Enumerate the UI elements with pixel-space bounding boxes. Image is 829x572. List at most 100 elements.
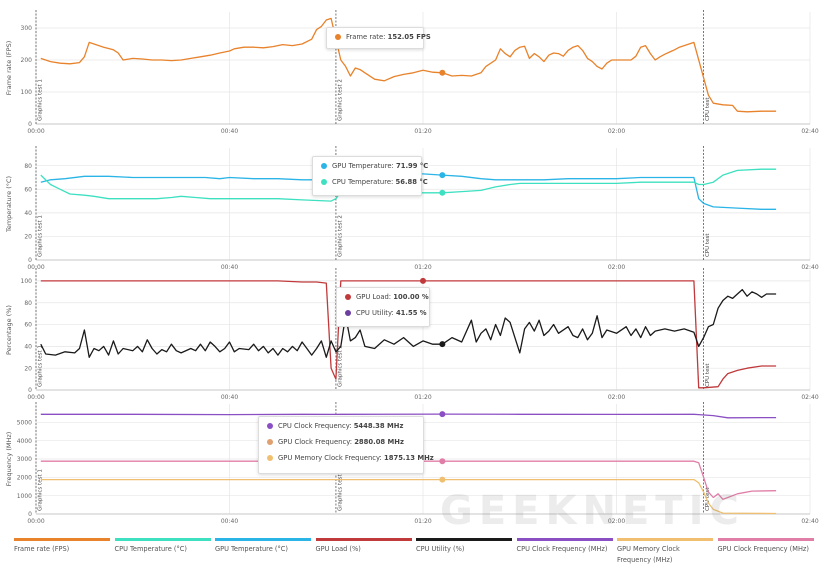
test-marker-label: CPU test [705, 233, 711, 257]
tooltip-value: 71.99 °C [396, 162, 429, 170]
legend-swatch [516, 538, 613, 541]
x-tick-label: 01:20 [414, 264, 431, 271]
tooltip-value: 41.55 % [395, 309, 427, 317]
x-tick-label: 01:20 [414, 394, 431, 401]
legend-label: GPU Memory Clock Frequency (MHz) [617, 545, 680, 564]
tooltip-row: CPU Utility: 41.55 % [345, 309, 427, 317]
test-marker-label: Graphics test 2 [337, 79, 343, 121]
tooltip-box: GPU Load: 100.00 % CPU Utility: 41.55 % [336, 287, 430, 327]
legend-item[interactable]: CPU Temperature (°C) [114, 536, 212, 572]
watermark-text: GEEKNETIC [440, 488, 745, 534]
series-dot-icon [267, 438, 273, 445]
tooltip-label: CPU Utility: [356, 309, 396, 317]
y-axis-label: Frequency (MHz) [5, 432, 13, 487]
y-tick-label: 0 [28, 257, 32, 264]
tooltip-value: 152.05 FPS [387, 33, 431, 41]
tooltip-label: Frame rate: [346, 33, 388, 41]
y-tick-label: 4000 [17, 438, 32, 445]
tooltip-value: 5448.38 MHz [353, 422, 404, 430]
x-tick-label: 02:00 [608, 394, 625, 401]
series-dot-icon [345, 293, 351, 300]
legend-swatch [215, 538, 311, 541]
series-dot-icon [321, 178, 327, 185]
hover-point [439, 458, 446, 465]
tooltip-row: GPU Memory Clock Frequency: 1875.13 MHz [267, 454, 434, 462]
chart-panel-2: 0 20 40 60 80 100 00:00 00:40 01:20 02:00 02:40 Per… [5, 268, 819, 401]
tooltip-label: GPU Load: [356, 293, 394, 301]
tooltip-label: CPU Clock Frequency: [278, 422, 354, 430]
tooltip-row: Frame rate: 152.05 FPS [335, 33, 431, 41]
hover-point [439, 189, 446, 196]
y-axis-label: Percentage (%) [5, 305, 13, 355]
chart-legend: Frame rate (FPS) CPU Temperature (°C) GPU … [0, 536, 829, 572]
x-tick-label: 01:20 [414, 128, 431, 135]
test-marker-label: Graphics test 2 [337, 215, 343, 257]
legend-swatch [14, 538, 110, 541]
legend-item[interactable]: GPU Memory Clock Frequency (MHz) [617, 536, 714, 572]
legend-item[interactable]: GPU Clock Frequency (MHz) [717, 536, 815, 572]
legend-swatch [315, 538, 412, 541]
x-tick-label: 00:40 [221, 518, 238, 525]
legend-label: GPU Clock Frequency (MHz) [717, 545, 809, 553]
y-tick-label: 5000 [17, 420, 32, 427]
tooltip-row: GPU Temperature: 71.99 °C [321, 162, 428, 170]
tooltip-label: CPU Temperature: [332, 178, 396, 186]
x-tick-label: 02:40 [801, 518, 818, 525]
hover-point [439, 411, 446, 418]
y-tick-label: 80 [24, 300, 32, 307]
tooltip-value: 1875.13 MHz [384, 454, 434, 462]
series-line-cpu-clock-frequency-mhz [40, 413, 777, 419]
test-marker-label: CPU test [705, 487, 711, 511]
tooltip-label: GPU Temperature: [332, 162, 397, 170]
series-dot-icon [321, 162, 327, 169]
legend-item[interactable]: CPU Utility (%) [416, 536, 513, 572]
y-tick-label: 80 [24, 163, 32, 170]
y-tick-label: 0 [28, 387, 32, 394]
y-tick-label: 100 [21, 89, 33, 96]
y-tick-label: 20 [24, 234, 32, 241]
series-line-gpu-load [40, 280, 777, 389]
test-marker-label: Graphics test 1 [38, 215, 44, 257]
x-tick-label: 00:00 [27, 394, 44, 401]
tooltip-value: 2880.08 MHz [354, 438, 404, 446]
legend-label: CPU Temperature (°C) [114, 545, 187, 553]
x-tick-label: 02:40 [801, 264, 818, 271]
y-tick-label: 0 [28, 511, 32, 518]
tooltip-value: 100.00 % [393, 293, 429, 301]
y-tick-label: 1000 [17, 493, 32, 500]
series-line-gpu-memory-clock-frequency-mhz [40, 478, 777, 515]
series-dot-icon [267, 454, 273, 461]
series-line-cpu-utility [40, 288, 777, 358]
x-tick-label: 00:00 [27, 264, 44, 271]
x-tick-label: 02:40 [801, 128, 818, 135]
y-tick-label: 100 [21, 278, 33, 285]
legend-item[interactable]: CPU Clock Frequency (MHz) [516, 536, 614, 572]
y-tick-label: 200 [21, 57, 33, 64]
legend-swatch [617, 538, 713, 541]
test-marker-label: CPU test [705, 97, 711, 121]
hover-point [439, 476, 446, 483]
test-marker-label: Graphics test 1 [38, 345, 44, 387]
legend-label: CPU Clock Frequency (MHz) [516, 545, 608, 553]
y-axis-label: Frame rate (FPS) [5, 41, 13, 95]
tooltip-value: 56.88 °C [395, 178, 428, 186]
tooltip-box: GPU Temperature: 71.99 °C CPU Temperature… [312, 156, 428, 196]
legend-item[interactable]: Frame rate (FPS) [14, 536, 111, 572]
x-tick-label: 02:00 [608, 128, 625, 135]
x-tick-label: 00:00 [27, 518, 44, 525]
y-tick-label: 2000 [17, 475, 32, 482]
hover-point [420, 277, 426, 284]
legend-item[interactable]: GPU Temperature (°C) [215, 536, 312, 572]
series-dot-icon [335, 33, 341, 40]
x-tick-label: 01:20 [414, 518, 431, 525]
hover-point [439, 172, 446, 179]
series-dot-icon [345, 309, 351, 316]
legend-item[interactable]: GPU Load (%) [315, 536, 413, 572]
legend-swatch [114, 538, 211, 541]
legend-label: GPU Temperature (°C) [215, 545, 288, 553]
x-tick-label: 02:40 [801, 394, 818, 401]
y-tick-label: 60 [24, 322, 32, 329]
legend-label: CPU Utility (%) [416, 545, 465, 553]
